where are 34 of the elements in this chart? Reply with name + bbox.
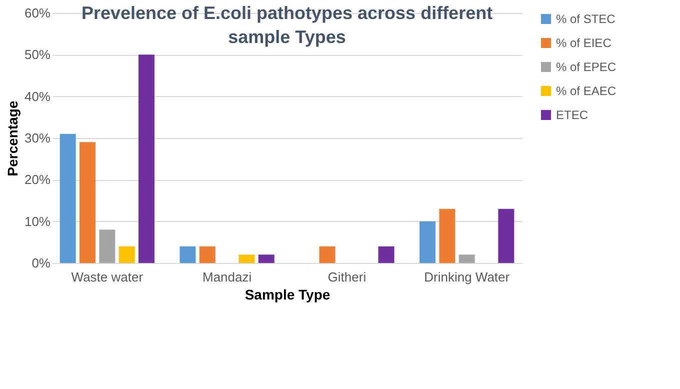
x-tick-label: Mandazi bbox=[202, 270, 252, 284]
bar bbox=[99, 230, 116, 263]
x-axis-title: Sample Type bbox=[244, 286, 330, 302]
bar bbox=[238, 254, 255, 263]
y-tick-label: 0% bbox=[32, 256, 51, 270]
y-tick-label: 50% bbox=[24, 47, 51, 62]
bar bbox=[378, 246, 394, 263]
y-tick-label: 20% bbox=[24, 172, 51, 188]
legend-label: % of STEC bbox=[556, 12, 616, 26]
bar bbox=[319, 246, 336, 263]
bar bbox=[498, 208, 514, 263]
x-tick-label: Drinking Water bbox=[424, 270, 510, 284]
bar bbox=[199, 246, 216, 263]
bar bbox=[138, 54, 154, 263]
chart-title: Prevelence of E.coli pathotypes across different sample Types bbox=[81, 3, 493, 47]
bar bbox=[118, 246, 135, 263]
bar bbox=[258, 254, 274, 263]
y-tick-label: 60% bbox=[24, 6, 51, 20]
legend-label: % of EAEC bbox=[556, 84, 616, 98]
bar bbox=[180, 246, 196, 263]
y-tick-label: 10% bbox=[24, 214, 51, 229]
y-axis-title: Percentage bbox=[4, 100, 20, 176]
bar bbox=[458, 254, 475, 263]
legend-label: % of EIEC bbox=[556, 36, 612, 50]
bar bbox=[79, 142, 96, 263]
legend-label: ETEC bbox=[556, 108, 588, 122]
bar bbox=[420, 221, 436, 263]
bar bbox=[60, 134, 76, 263]
x-tick-label: Waste water bbox=[71, 270, 144, 284]
x-tick-label: Githeri bbox=[328, 270, 366, 284]
bar bbox=[439, 208, 456, 263]
y-tick-label: 40% bbox=[24, 88, 51, 104]
y-tick-label: 30% bbox=[24, 130, 51, 146]
legend-label: % of EPEC bbox=[556, 60, 616, 74]
